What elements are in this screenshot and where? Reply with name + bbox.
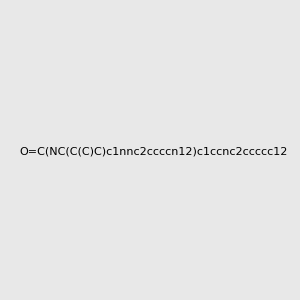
Text: O=C(NC(C(C)C)c1nnc2ccccn12)c1ccnc2ccccc12: O=C(NC(C(C)C)c1nnc2ccccn12)c1ccnc2ccccc1…	[20, 146, 288, 157]
